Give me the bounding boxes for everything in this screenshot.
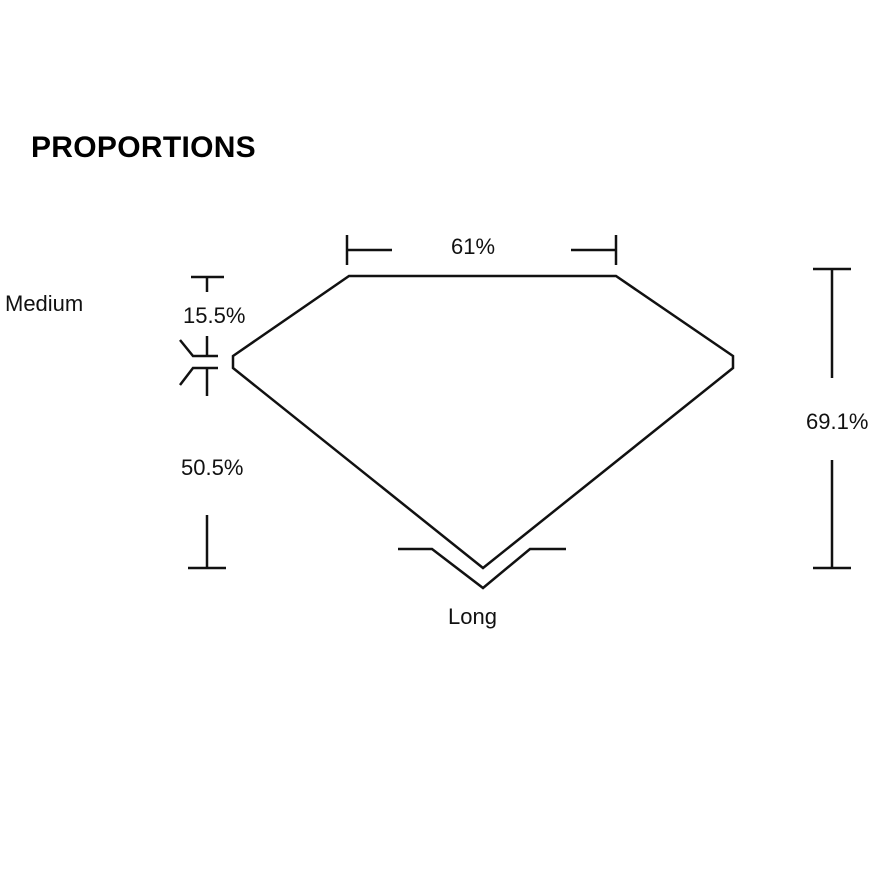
total-depth-dimension <box>813 267 851 570</box>
table-dimension <box>345 235 618 265</box>
page-title: PROPORTIONS <box>31 131 256 164</box>
girdle-label: Medium <box>5 291 84 316</box>
culet-label: Long <box>448 604 497 629</box>
table-label: 61% <box>451 234 496 259</box>
culet-indicator <box>398 547 566 590</box>
crown-height-label: 15.5% <box>183 303 246 328</box>
pavilion-depth-dimension <box>179 366 226 570</box>
diamond-outline <box>231 274 735 570</box>
total-depth-label: 69.1% <box>806 409 869 434</box>
pavilion-depth-label: 50.5% <box>181 455 244 480</box>
crown-height-dimension <box>179 275 224 358</box>
